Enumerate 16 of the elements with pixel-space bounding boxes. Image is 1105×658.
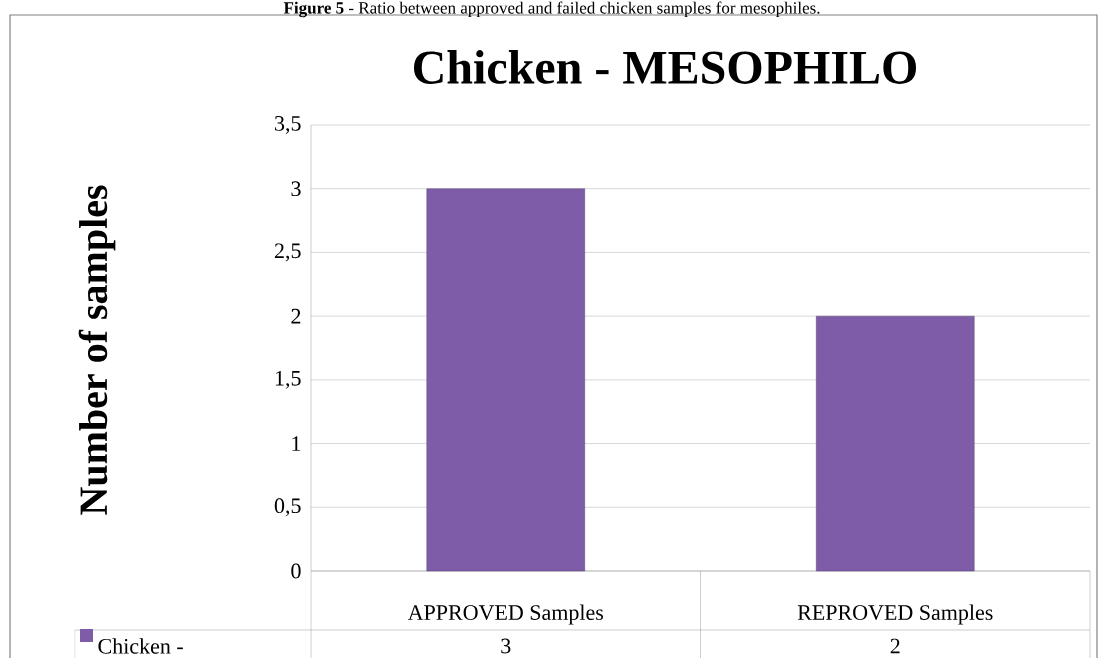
y-tick-label: 0 <box>291 563 301 579</box>
x-tick-label: APPROVED Samples <box>407 604 604 625</box>
y-tick-label: 3 <box>291 181 301 197</box>
data-label: 2 <box>890 638 900 654</box>
y-tick-label: 0,5 <box>274 498 301 517</box>
y-tick-label: 1,5 <box>275 370 301 389</box>
data-label: 3 <box>501 638 511 654</box>
y-tick-label: 3,5 <box>275 115 301 134</box>
legend-label: Chicken - <box>98 638 183 654</box>
y-tick-label: 1 <box>292 436 301 451</box>
chart-title: Chicken - MESOPHILO <box>413 50 917 84</box>
y-axis-title: Number of samples <box>78 185 116 515</box>
y-tick-label: 2,5 <box>274 243 301 262</box>
x-tick-label: REPROVED Samples <box>797 604 993 625</box>
text: Figure 5 - Ratio between approved and failed chicken samples for mesophiles. <box>283 1 820 18</box>
y-tick-label: 2 <box>291 308 301 324</box>
